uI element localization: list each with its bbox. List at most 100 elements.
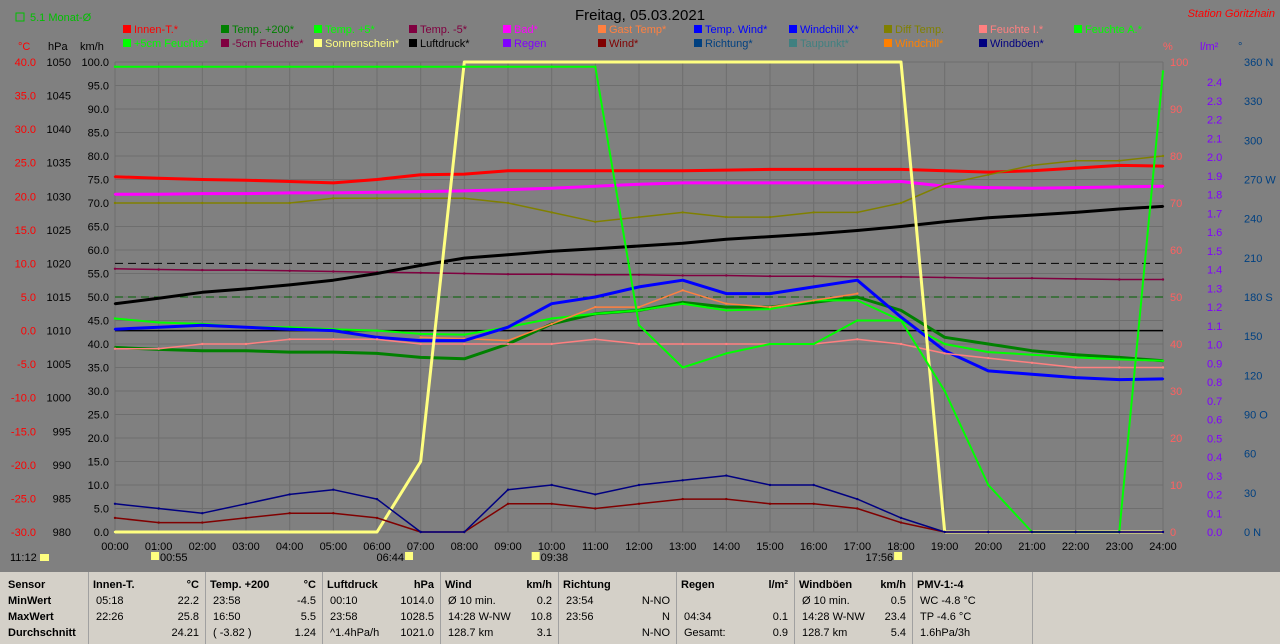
- series-point: [987, 277, 990, 280]
- humidity-tick-label: 70: [1170, 198, 1182, 210]
- series-point: [1030, 530, 1034, 534]
- rain-tick-label: 0.5: [1207, 433, 1222, 445]
- series-point: [943, 276, 946, 279]
- series-point: [506, 502, 510, 505]
- series-point: [1161, 205, 1165, 208]
- series-point: [812, 502, 815, 505]
- legend-label: Taupunkt*: [800, 38, 850, 50]
- pressure-tick-label: 1015: [47, 292, 71, 304]
- series-point: [1074, 366, 1077, 369]
- series-point: [594, 273, 597, 276]
- series-point: [637, 183, 641, 186]
- series-point: [637, 244, 641, 248]
- sun-time-label: 06:44: [376, 552, 404, 564]
- series-point: [113, 175, 117, 178]
- humidity-unit: %: [1163, 41, 1173, 53]
- rain-tick-label: 2.1: [1207, 133, 1222, 145]
- series-point: [1161, 164, 1165, 168]
- series-point: [550, 250, 553, 253]
- series-point: [768, 181, 772, 185]
- series-point: [987, 356, 990, 360]
- x-tick-label: 24:00: [1149, 541, 1177, 553]
- series-point: [594, 507, 597, 510]
- temp-tick-label: -25.0: [11, 493, 36, 505]
- series-point: [201, 201, 204, 205]
- series-point: [332, 191, 335, 195]
- station-name: Station Göritzhain: [1188, 8, 1275, 20]
- series-point: [812, 483, 815, 487]
- legend-label: Feuchte A.*: [1085, 24, 1143, 36]
- series-point: [987, 483, 990, 487]
- stat-column: Wind km/h Ø 10 min. 0.2 14:28 W-NW 10.8 128.7 …: [440, 572, 559, 644]
- series-point: [637, 324, 641, 327]
- stat-cell-label: 23:56: [566, 611, 594, 623]
- series-point: [594, 60, 597, 64]
- series-point: [987, 342, 990, 346]
- series-point: [768, 215, 772, 219]
- wind-tick-label: 0.0: [94, 527, 109, 539]
- series-point: [157, 326, 160, 329]
- series-point: [157, 507, 160, 510]
- x-tick-label: 11:00: [582, 541, 609, 553]
- series-point: [812, 211, 815, 214]
- series-point: [637, 215, 641, 219]
- x-tick-label: 16:00: [800, 541, 828, 553]
- sun-marker: [405, 552, 414, 560]
- series-point: [201, 512, 204, 515]
- series-point: [201, 342, 204, 346]
- series-point: [681, 479, 684, 482]
- series-point: [725, 352, 728, 355]
- series-point: [288, 269, 291, 272]
- direction-unit: °: [1238, 41, 1242, 53]
- series-point: [899, 60, 903, 64]
- rain-tick-label: 1.0: [1207, 340, 1222, 352]
- direction-tick-label: 300: [1244, 135, 1262, 147]
- wind-tick-label: 45.0: [88, 316, 109, 328]
- legend-label: Richtung*: [705, 38, 753, 50]
- series-point: [550, 483, 553, 487]
- series-point: [157, 521, 160, 524]
- series-point: [899, 275, 903, 279]
- stat-column-title: Luftdruck: [327, 579, 378, 591]
- series-point: [637, 273, 641, 276]
- chart-title: Freitag, 05.03.2021: [575, 7, 705, 24]
- legend-swatch: [789, 39, 797, 47]
- series-point: [157, 65, 160, 68]
- x-tick-label: 02:00: [189, 541, 217, 553]
- stat-column-unit: km/h: [880, 579, 906, 591]
- rain-tick-label: 0.3: [1207, 471, 1222, 483]
- series-point: [201, 178, 204, 181]
- series-point: [1074, 186, 1077, 189]
- pressure-tick-label: 1040: [47, 124, 71, 136]
- legend-label: Feuchte I.*: [990, 24, 1044, 36]
- legend-swatch: [884, 25, 892, 33]
- series-point: [1118, 164, 1121, 167]
- series-point: [201, 324, 204, 327]
- wind-tick-label: 50.0: [88, 292, 109, 304]
- humidity-tick-label: 90: [1170, 104, 1182, 116]
- series-point: [506, 188, 510, 191]
- series-point: [506, 339, 510, 342]
- range-label[interactable]: 5.1 Monat-Ø: [30, 12, 92, 24]
- stat-cell-value: 22.2: [177, 595, 199, 607]
- legend-label: Windchill X*: [800, 24, 859, 36]
- stat-cell-label: 23:54: [566, 595, 594, 607]
- series-point: [550, 169, 553, 172]
- series-point: [463, 256, 466, 260]
- series-point: [812, 60, 815, 64]
- rain-tick-label: 0.2: [1207, 490, 1222, 502]
- legend-swatch: [503, 25, 511, 33]
- temp-tick-label: 20.0: [15, 191, 36, 203]
- series-point: [637, 305, 641, 309]
- wind-tick-label: 60.0: [88, 245, 109, 257]
- series-point: [332, 279, 335, 282]
- series-point: [681, 366, 684, 369]
- series-point: [288, 493, 291, 496]
- rain-tick-label: 1.7: [1207, 208, 1222, 220]
- pressure-tick-label: 1030: [47, 191, 71, 203]
- sun-time-label: 09:38: [541, 552, 569, 564]
- series-point: [244, 201, 248, 205]
- temp-tick-label: 10.0: [15, 258, 36, 270]
- range-checkbox[interactable]: [15, 12, 25, 22]
- stat-column-unit: hPa: [413, 579, 434, 591]
